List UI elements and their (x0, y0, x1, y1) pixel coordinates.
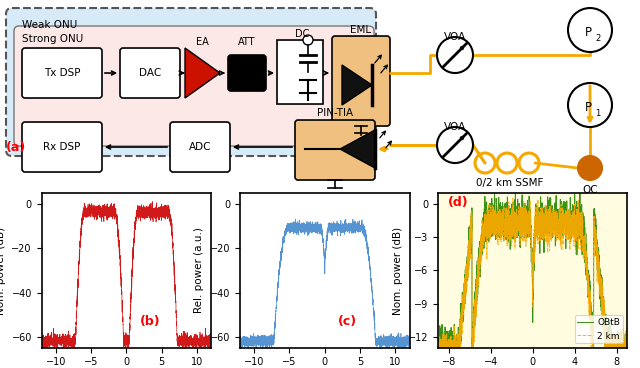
Circle shape (437, 127, 473, 163)
2 km (467, 220, 475, 225)
2 km (600, 309, 607, 314)
2 km (435, 342, 442, 347)
Text: EA: EA (196, 37, 209, 47)
OBtB (623, 339, 631, 343)
2 km (456, 322, 464, 326)
OBtB (620, 347, 627, 351)
2 km (509, 196, 517, 201)
Text: DC: DC (295, 29, 309, 39)
2 km (623, 357, 631, 362)
Text: P: P (584, 100, 591, 113)
FancyBboxPatch shape (228, 55, 266, 91)
FancyBboxPatch shape (22, 48, 102, 98)
FancyBboxPatch shape (14, 26, 374, 146)
Text: PIN-TIA: PIN-TIA (317, 108, 353, 118)
FancyBboxPatch shape (332, 36, 390, 126)
Circle shape (578, 156, 602, 180)
2 km (507, 222, 515, 226)
Text: Rx DSP: Rx DSP (44, 142, 81, 152)
Line: 2 km: 2 km (438, 198, 627, 368)
OBtB (456, 332, 464, 336)
Text: (d): (d) (448, 195, 468, 209)
Text: ATT: ATT (238, 37, 256, 47)
Text: (c): (c) (339, 315, 358, 328)
OBtB (435, 355, 442, 360)
FancyBboxPatch shape (277, 40, 323, 104)
Polygon shape (340, 130, 375, 168)
Circle shape (437, 37, 473, 73)
OBtB (467, 226, 475, 231)
Text: 1: 1 (595, 109, 600, 117)
Polygon shape (342, 65, 372, 105)
Y-axis label: Nom. power (dB): Nom. power (dB) (0, 226, 6, 315)
Circle shape (303, 35, 313, 45)
2 km (620, 342, 627, 346)
Text: Weak ONU: Weak ONU (22, 20, 77, 30)
Text: Tx DSP: Tx DSP (44, 68, 80, 78)
FancyBboxPatch shape (295, 120, 375, 180)
FancyBboxPatch shape (22, 122, 102, 172)
Text: EML: EML (351, 25, 372, 35)
Text: ADC: ADC (189, 142, 211, 152)
Y-axis label: Nom. power (dB): Nom. power (dB) (392, 226, 403, 315)
OBtB (491, 187, 499, 192)
Text: P: P (584, 25, 591, 39)
Text: (a): (a) (6, 141, 26, 153)
Text: 2: 2 (595, 33, 600, 43)
Line: OBtB: OBtB (438, 190, 627, 368)
Legend: OBtB, 2 km: OBtB, 2 km (575, 315, 623, 343)
Text: VOA: VOA (444, 122, 466, 132)
Text: OC: OC (582, 185, 598, 195)
Circle shape (568, 8, 612, 52)
Y-axis label: Rel. power (a.u.): Rel. power (a.u.) (194, 227, 204, 314)
Text: (b): (b) (140, 315, 161, 328)
FancyBboxPatch shape (170, 122, 230, 172)
OBtB (600, 294, 607, 299)
OBtB (515, 201, 523, 206)
Polygon shape (185, 48, 220, 98)
OBtB (507, 226, 515, 231)
Text: 0/2 km SSMF: 0/2 km SSMF (476, 178, 544, 188)
Text: VOA: VOA (444, 32, 466, 42)
2 km (515, 222, 523, 227)
Text: DAC: DAC (139, 68, 161, 78)
Circle shape (568, 83, 612, 127)
FancyBboxPatch shape (6, 8, 376, 156)
Text: Strong ONU: Strong ONU (22, 34, 83, 44)
FancyBboxPatch shape (120, 48, 180, 98)
